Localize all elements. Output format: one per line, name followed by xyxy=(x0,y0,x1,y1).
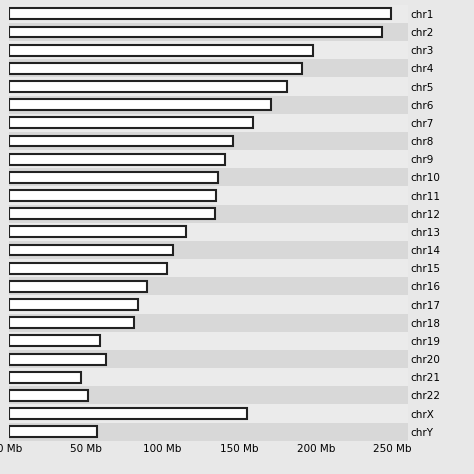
Bar xyxy=(9,23,408,41)
Bar xyxy=(9,9,391,19)
Bar xyxy=(9,241,408,259)
Bar xyxy=(9,390,88,401)
Bar xyxy=(9,426,97,437)
Bar xyxy=(9,350,408,368)
Bar xyxy=(9,372,82,383)
Bar xyxy=(9,314,408,332)
Bar xyxy=(9,81,287,92)
Bar xyxy=(9,59,408,77)
Bar xyxy=(9,408,247,419)
Bar xyxy=(9,150,408,168)
Bar xyxy=(9,99,271,110)
Bar xyxy=(9,354,106,365)
Bar xyxy=(9,45,313,55)
Bar xyxy=(9,263,167,273)
Bar xyxy=(9,386,408,404)
Bar xyxy=(9,336,100,346)
Bar xyxy=(9,96,408,114)
Bar xyxy=(9,317,134,328)
Bar xyxy=(9,136,233,146)
Bar xyxy=(9,227,186,237)
Bar xyxy=(9,186,408,205)
Bar xyxy=(9,132,408,150)
Bar xyxy=(9,259,408,277)
Bar xyxy=(9,63,302,74)
Bar xyxy=(9,172,218,183)
Bar xyxy=(9,223,408,241)
Bar xyxy=(9,245,173,255)
Bar xyxy=(9,368,408,386)
Bar xyxy=(9,404,408,423)
Bar xyxy=(9,205,408,223)
Bar xyxy=(9,281,147,292)
Bar xyxy=(9,27,382,37)
Bar xyxy=(9,118,253,128)
Bar xyxy=(9,114,408,132)
Bar xyxy=(9,168,408,186)
Bar xyxy=(9,423,408,441)
Bar xyxy=(9,208,215,219)
Bar xyxy=(9,332,408,350)
Bar xyxy=(9,190,216,201)
Bar xyxy=(9,295,408,314)
Bar xyxy=(9,299,138,310)
Bar xyxy=(9,41,408,59)
Bar xyxy=(9,5,408,23)
Bar xyxy=(9,277,408,295)
Bar xyxy=(9,154,226,164)
Bar xyxy=(9,77,408,96)
